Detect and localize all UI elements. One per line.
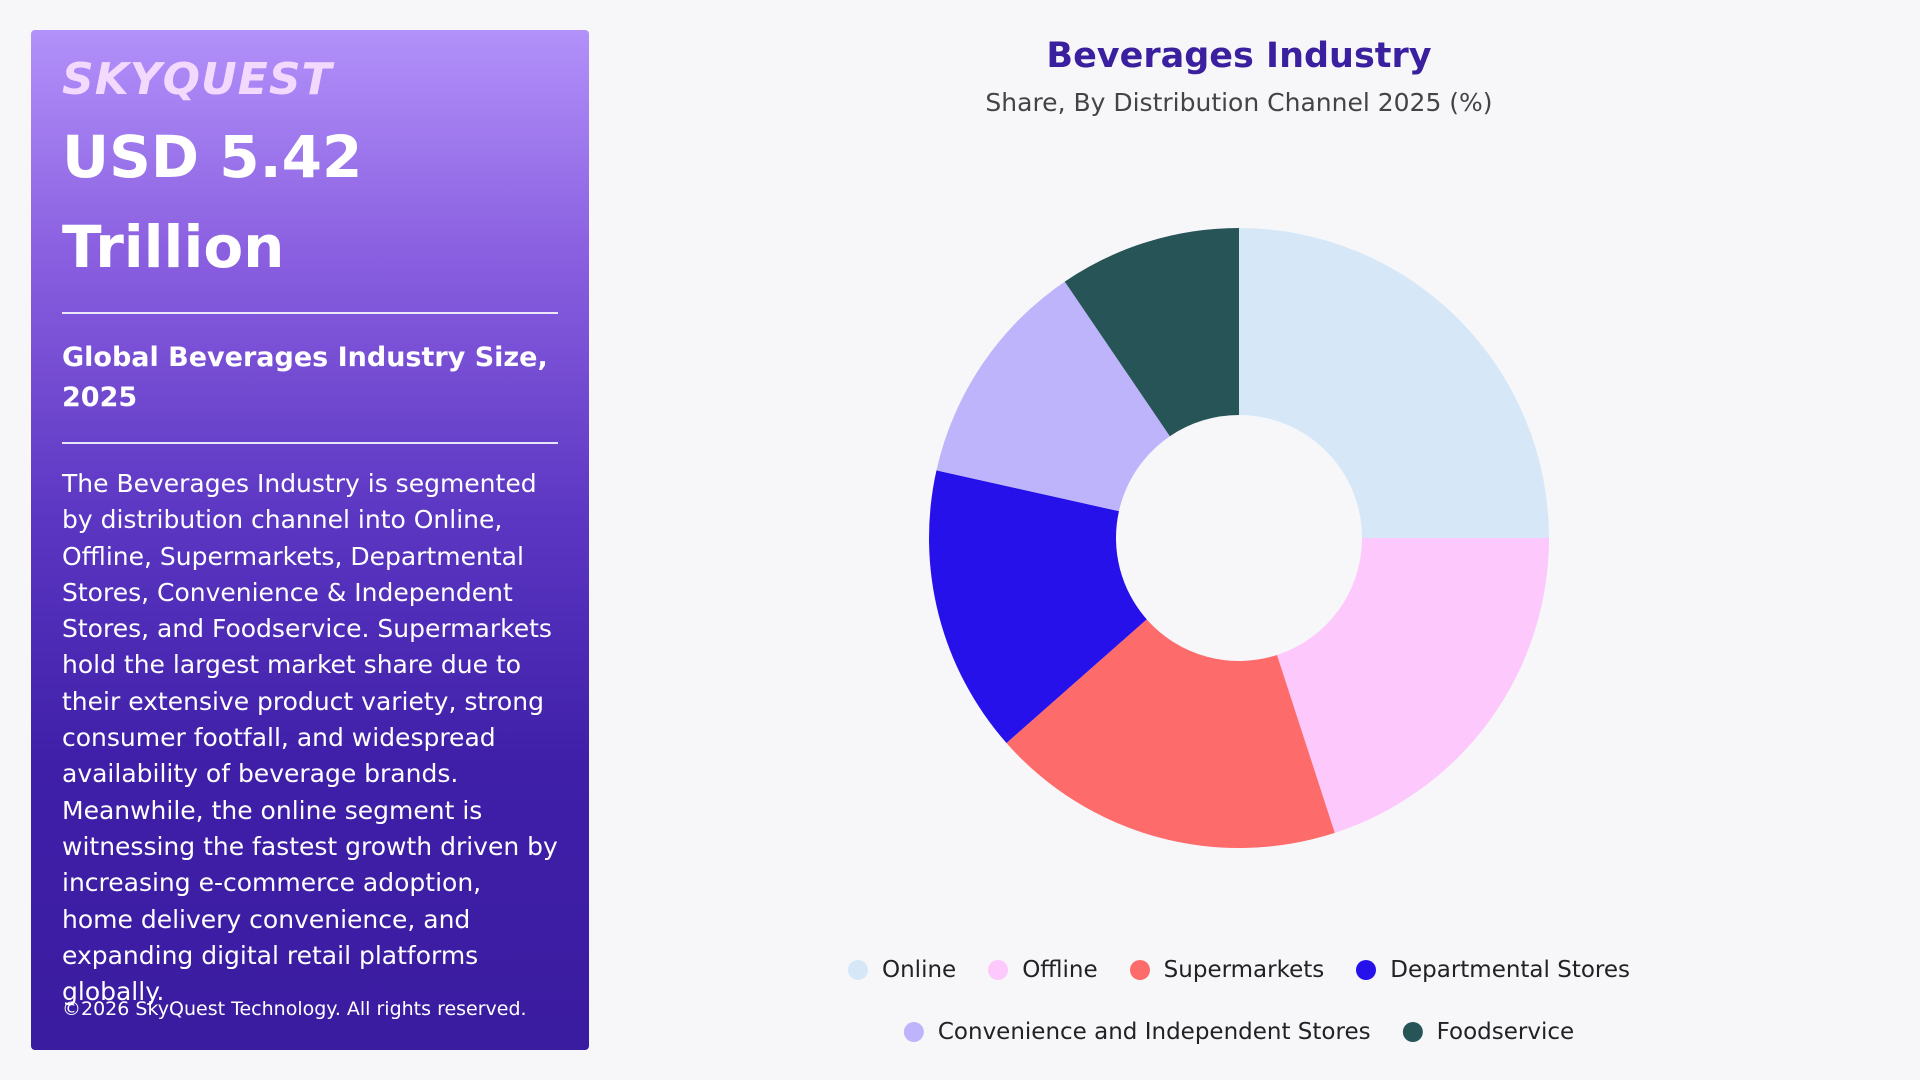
legend-label: Departmental Stores: [1390, 957, 1631, 983]
panel-subhead: Global Beverages Industry Size, 2025: [62, 342, 548, 413]
legend-item-supermarkets: Supermarkets: [1129, 957, 1325, 983]
legend-row: Online Offline Supermarkets Departmental St…: [832, 957, 1646, 983]
slice-offline: [1277, 538, 1549, 833]
summary-panel: SKYQUEST USD 5.42 Trillion Global Bevera…: [31, 30, 589, 1050]
slice-supermarkets: [1006, 619, 1335, 848]
legend-label: Foodservice: [1436, 1019, 1575, 1045]
legend-item-departmental-stores: Departmental Stores: [1356, 957, 1630, 983]
legend-label: Offline: [1022, 957, 1098, 983]
brand-logo: SKYQUEST: [62, 54, 333, 105]
divider: [62, 312, 558, 314]
legend-swatch: [903, 1022, 924, 1042]
legend-label: Online: [881, 957, 957, 983]
legend-swatch: [1129, 960, 1150, 980]
copyright-text: ©2026 SkyQuest Technology. All rights re…: [62, 998, 527, 1020]
chart-subtitle: Share, By Distribution Channel 2025 (%): [985, 88, 1493, 117]
legend-swatch: [847, 960, 868, 980]
legend-label: Convenience and Independent Stores: [937, 1019, 1371, 1045]
legend-item-online: Online: [847, 957, 957, 983]
divider: [62, 442, 558, 444]
legend-item-convenience-and-independent-stores: Convenience and Independent Stores: [903, 1019, 1371, 1045]
slice-foodservice: [1064, 228, 1239, 437]
legend-swatch: [1356, 960, 1377, 980]
slice-online: [1239, 228, 1549, 538]
legend-label: Supermarkets: [1163, 957, 1325, 983]
headline-line-2: Trillion: [62, 213, 285, 281]
chart-title: Beverages Industry: [1046, 36, 1432, 76]
slice-convenience-and-independent-stores: [936, 281, 1170, 512]
legend-swatch: [988, 960, 1009, 980]
legend-item-foodservice: Foodservice: [1402, 1019, 1575, 1045]
market-size-headline: USD 5.42 Trillion: [62, 112, 558, 292]
headline-line-1: USD 5.42: [62, 123, 363, 191]
legend-swatch: [1402, 1022, 1423, 1042]
legend-row: Convenience and Independent Stores Foodse…: [888, 1019, 1590, 1045]
panel-description: The Beverages Industry is segmented by d…: [62, 469, 558, 1007]
slice-departmental-stores: [929, 470, 1147, 744]
legend-item-offline: Offline: [988, 957, 1098, 983]
